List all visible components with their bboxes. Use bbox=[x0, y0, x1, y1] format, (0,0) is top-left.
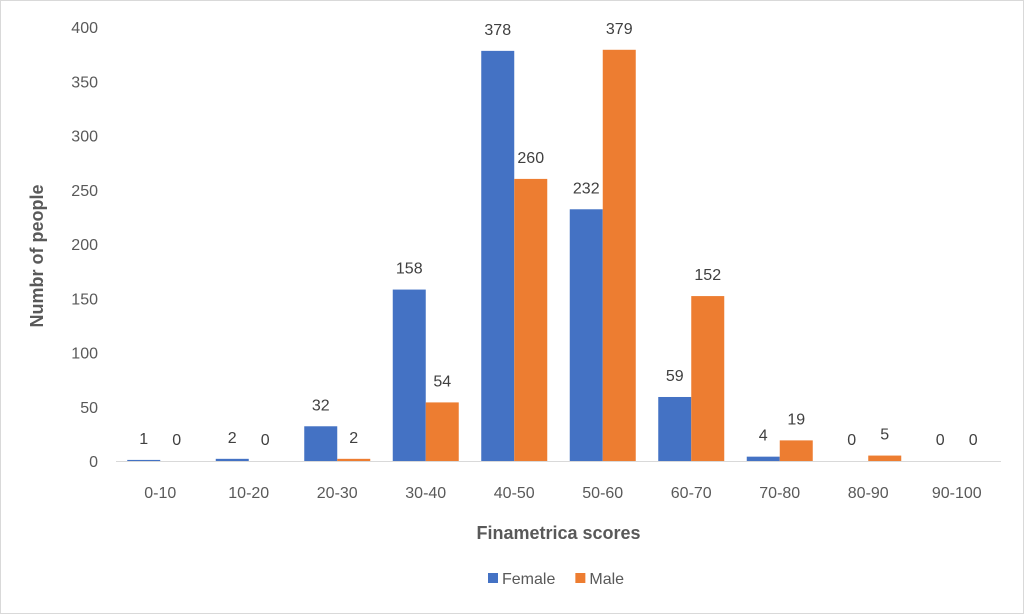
data-label-male-60-70: 152 bbox=[694, 267, 721, 284]
data-label-male-0-10: 0 bbox=[172, 432, 181, 449]
bar-female-10-20 bbox=[215, 458, 249, 461]
y-tick-label: 200 bbox=[71, 237, 98, 254]
data-label-female-20-30: 32 bbox=[312, 397, 330, 414]
x-tick-label: 80-90 bbox=[848, 485, 889, 502]
y-tick-label: 50 bbox=[80, 400, 98, 417]
bar-male-20-30 bbox=[337, 458, 371, 461]
data-label-male-20-30: 2 bbox=[349, 430, 358, 447]
bar-female-70-80 bbox=[746, 456, 780, 461]
data-label-female-40-50: 378 bbox=[484, 22, 511, 39]
x-tick-label: 30-40 bbox=[405, 485, 446, 502]
x-axis-title: Finametrica scores bbox=[476, 523, 640, 543]
bar-male-40-50 bbox=[514, 178, 548, 461]
data-label-female-0-10: 1 bbox=[139, 431, 148, 448]
legend-swatch-male bbox=[575, 573, 586, 583]
data-label-female-10-20: 2 bbox=[228, 430, 237, 447]
legend-label-female: Female bbox=[502, 571, 555, 588]
data-label-female-60-70: 59 bbox=[666, 368, 684, 385]
bar-female-40-50 bbox=[481, 50, 515, 462]
y-tick-label: 150 bbox=[71, 291, 98, 308]
y-axis-ticks: 0 50 100 150 200 250 300 350 400 bbox=[71, 20, 98, 471]
x-tick-label: 0-10 bbox=[144, 485, 176, 502]
y-tick-label: 350 bbox=[71, 74, 98, 91]
bar-female-20-30 bbox=[304, 426, 338, 461]
bar-female-60-70 bbox=[658, 396, 692, 461]
x-tick-label: 90-100 bbox=[932, 485, 982, 502]
data-label-male-80-90: 5 bbox=[880, 427, 889, 444]
data-label-female-80-90: 0 bbox=[847, 432, 856, 449]
data-label-male-50-60: 379 bbox=[606, 21, 633, 38]
x-tick-label: 50-60 bbox=[582, 485, 623, 502]
data-label-male-70-80: 19 bbox=[787, 411, 805, 428]
bar-male-70-80 bbox=[779, 440, 813, 461]
bar-male-60-70 bbox=[691, 296, 725, 461]
x-axis-ticks: 0-10 10-20 20-30 30-40 40-50 50-60 60-70 70-80 8… bbox=[144, 485, 982, 502]
data-label-male-10-20: 0 bbox=[261, 432, 270, 449]
x-tick-label: 70-80 bbox=[759, 485, 800, 502]
y-tick-label: 100 bbox=[71, 346, 98, 363]
data-label-male-90-100: 0 bbox=[969, 432, 978, 449]
bars bbox=[127, 49, 902, 462]
x-tick-label: 10-20 bbox=[228, 485, 269, 502]
y-tick-label: 400 bbox=[71, 20, 98, 37]
legend-swatch-female bbox=[488, 573, 498, 583]
data-label-female-30-40: 158 bbox=[396, 261, 423, 278]
data-label-female-90-100: 0 bbox=[936, 432, 945, 449]
legend: Female Male bbox=[488, 571, 624, 588]
bar-male-80-90 bbox=[868, 455, 902, 461]
bar-male-30-40 bbox=[425, 402, 459, 461]
x-tick-label: 20-30 bbox=[317, 485, 358, 502]
data-labels: 1 0 2 0 32 2 158 54 378 260 232 379 59 152 4 19 0 5 0 0 bbox=[139, 21, 978, 449]
y-axis-title: Numbr of people bbox=[27, 185, 47, 328]
legend-label-male: Male bbox=[589, 571, 624, 588]
bar-female-0-10 bbox=[127, 459, 161, 461]
x-tick-label: 40-50 bbox=[494, 485, 535, 502]
data-label-male-30-40: 54 bbox=[433, 373, 451, 390]
y-tick-label: 250 bbox=[71, 183, 98, 200]
data-label-female-70-80: 4 bbox=[759, 428, 768, 445]
data-label-male-40-50: 260 bbox=[517, 150, 544, 167]
y-tick-label: 300 bbox=[71, 129, 98, 146]
bar-female-30-40 bbox=[392, 289, 426, 461]
x-tick-label: 60-70 bbox=[671, 485, 712, 502]
y-tick-label: 0 bbox=[89, 454, 98, 471]
bar-male-50-60 bbox=[602, 49, 636, 461]
data-label-female-50-60: 232 bbox=[573, 180, 600, 197]
bar-female-50-60 bbox=[569, 209, 603, 461]
